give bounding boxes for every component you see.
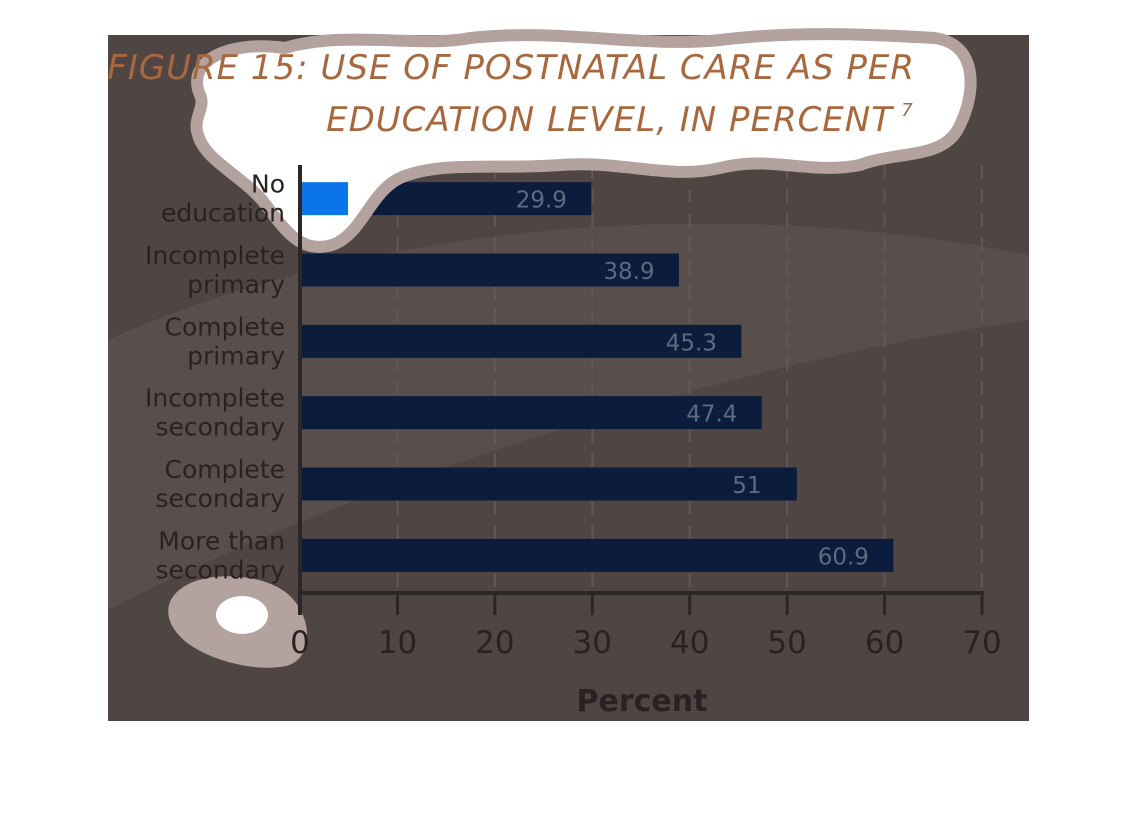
value-labels: 29.9 38.9 45.3 47.4 51 60.9 <box>516 188 869 571</box>
chart-title-line1: FIGURE 15: USE OF POSTNATAL CARE AS PER <box>107 48 915 88</box>
category-label-5-0: More than <box>158 526 285 555</box>
value-label-0: 29.9 <box>516 188 567 214</box>
bar-4 <box>300 467 797 501</box>
x-tick-label-70: 70 <box>962 625 1001 661</box>
category-label-4-0: Complete <box>165 455 285 484</box>
bar-highlight-no-education <box>300 182 348 216</box>
category-label-5-1: secondary <box>155 555 285 584</box>
decorative-blob-hole <box>216 596 268 634</box>
x-tick-label-30: 30 <box>573 625 612 661</box>
value-label-4: 51 <box>732 473 761 499</box>
category-label-4-1: secondary <box>155 484 285 513</box>
x-tick-label-0: 0 <box>290 625 310 661</box>
bar-1 <box>300 253 679 287</box>
x-tick-label-50: 50 <box>767 625 806 661</box>
value-label-3: 47.4 <box>686 402 737 428</box>
category-label-1-0: Incomplete <box>145 241 285 270</box>
value-label-2: 45.3 <box>666 330 717 356</box>
category-label-2-0: Complete <box>165 312 285 341</box>
category-label-2-1: primary <box>187 341 285 370</box>
category-label-3-0: Incomplete <box>145 384 285 413</box>
x-tick-label-40: 40 <box>670 625 709 661</box>
bar-5 <box>300 538 894 572</box>
value-label-5: 60.9 <box>818 544 869 570</box>
value-label-1: 38.9 <box>603 259 654 285</box>
category-label-3-1: secondary <box>155 413 285 442</box>
category-label-1-1: primary <box>187 270 285 299</box>
x-tick-labels: 0 10 20 30 40 50 60 70 <box>290 625 1002 661</box>
x-tick-label-60: 60 <box>865 625 904 661</box>
x-tick-label-10: 10 <box>378 625 417 661</box>
category-label-0-0: No <box>251 170 285 199</box>
category-labels: NoeducationIncompleteprimaryCompleteprim… <box>145 170 285 585</box>
x-tick-label-20: 20 <box>475 625 514 661</box>
category-label-0-1: education <box>161 199 285 228</box>
bar-3 <box>300 396 762 430</box>
chart-title-superscript: 7 <box>901 100 913 121</box>
chart-title-line2: EDUCATION LEVEL, IN PERCENT <box>326 100 894 140</box>
x-axis-title: Percent <box>577 684 708 719</box>
title-cloud <box>190 28 977 253</box>
bar-2 <box>300 324 742 358</box>
